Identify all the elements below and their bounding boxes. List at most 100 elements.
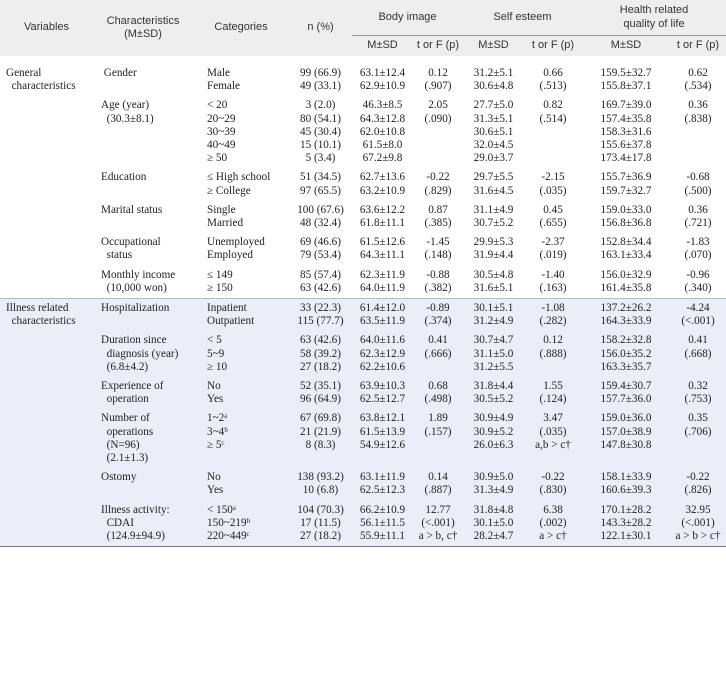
- row-categories: Unemployed Employed: [207, 236, 265, 262]
- row-self-esteem-test: -2.37 (.019): [539, 236, 567, 262]
- row-hrqol-test: 0.62 (.534): [684, 67, 712, 93]
- table-row-group: Monthly income (10,000 won) ≤ 149 ≥ 150 85…: [0, 266, 726, 299]
- row-hrqol-test: 0.41 (.668): [684, 334, 712, 360]
- row-hrqol-msd: 137.2±26.2 164.3±33.9: [582, 298, 670, 332]
- header-categories: Categories: [193, 0, 289, 56]
- row-body-image-msd: 63.8±12.1 61.5±13.9 54.9±12.6: [359, 412, 406, 451]
- table-row: Illness related characteristics Hospitali…: [0, 298, 726, 332]
- row-hrqol-msd: 159.0±33.0 156.8±36.8: [600, 203, 652, 230]
- header-variables: Variables: [0, 0, 93, 56]
- row-body-image-test: -0.89 (.374): [413, 298, 463, 332]
- row-categories: ≤ 149 ≥ 150: [207, 268, 233, 294]
- row-hrqol-msd: 170.1±28.2 143.3±28.2 122.1±30.1: [600, 503, 652, 543]
- row-self-esteem-test: 6.38 (.002) a > c†: [539, 503, 567, 543]
- row-characteristic: Gender: [101, 67, 137, 79]
- row-characteristic: Age (year) (30.3±8.1): [101, 99, 154, 125]
- table-row: Marital status Single Married 100 (67.6) 4…: [0, 201, 726, 233]
- row-n-percent: 67 (69.8) 21 (21.9) 8 (8.3): [299, 412, 341, 451]
- table-row-group: General characteristics Gender Male Femal…: [0, 56, 726, 96]
- section-label-empty: [0, 168, 93, 200]
- table-row: Occupational status Unemployed Employed 69…: [0, 233, 726, 265]
- row-categories: ≤ High school ≥ College: [207, 171, 271, 197]
- row-body-image-msd: 62.7±13.6 63.2±10.9: [359, 171, 406, 197]
- row-body-image-msd: 63.9±10.3 62.5±12.7: [359, 380, 406, 406]
- subheader-ql-tf: t or F (p): [670, 35, 726, 56]
- row-body-image-test: 2.05 (.090): [424, 99, 452, 125]
- row-self-esteem-msd: 29.9±5.3 31.9±4.4: [473, 236, 514, 262]
- table-row-group: Illness activity: CDAI (124.9±94.9) < 150…: [0, 500, 726, 547]
- row-categories: No Yes: [207, 471, 224, 497]
- row-n-percent: 100 (67.6) 48 (32.4): [297, 203, 344, 230]
- table-row-group: Experience of operation No Yes 52 (35.1) 9…: [0, 377, 726, 410]
- row-hrqol-msd: 158.1±33.9 160.6±39.3: [600, 471, 652, 497]
- row-hrqol-msd: 159.0±36.0 157.0±38.9 147.8±30.8: [600, 412, 652, 451]
- row-self-esteem-msd: 30.7±4.7 31.1±5.0 31.2±5.5: [473, 334, 514, 373]
- row-body-image-msd: 66.2±10.9 56.1±11.5 55.9±11.1: [359, 503, 406, 543]
- row-self-esteem-test: 3.47 (.035) a,b > c†: [535, 412, 571, 451]
- row-characteristic: Education: [101, 171, 147, 184]
- row-n-percent: 99 (66.9) 49 (33.1): [299, 67, 341, 93]
- row-categories: No Yes: [207, 380, 224, 406]
- section-label: General characteristics: [6, 67, 76, 93]
- section-label-empty: [0, 331, 93, 377]
- table-row-group: Number of operations (N=96) (2.1±1.3) 1~2…: [0, 409, 726, 469]
- row-body-image-msd: 63.6±12.2 61.8±11.1: [359, 203, 406, 230]
- row-self-esteem-msd: 30.9±4.9 30.9±5.2 26.0±6.3: [473, 412, 514, 451]
- header-n: n (%): [289, 0, 352, 56]
- results-table: Variables Characteristics (M±SD) Categor…: [0, 0, 726, 548]
- row-self-esteem-test: -2.15 (.035): [539, 171, 567, 197]
- row-characteristic: Hospitalization: [93, 298, 193, 332]
- row-self-esteem-test: 1.55 (.124): [539, 380, 567, 406]
- row-n-percent: 52 (35.1) 96 (64.9): [299, 380, 341, 406]
- section-label-empty: [0, 266, 93, 299]
- row-n-percent: 85 (57.4) 63 (42.6): [299, 268, 341, 294]
- header-hrqol: Health related quality of life: [582, 0, 726, 36]
- row-n-percent: 138 (93.2) 10 (6.8): [297, 471, 344, 497]
- table-row-group: Illness related characteristics Hospitali…: [0, 298, 726, 332]
- row-characteristic: Illness activity: CDAI (124.9±94.9): [101, 503, 170, 543]
- row-n-percent: 63 (42.6) 58 (39.2) 27 (18.2): [299, 334, 341, 373]
- row-categories: Male Female: [207, 67, 240, 93]
- row-self-esteem-test: 0.82 (.514): [539, 99, 567, 125]
- table-row: General characteristics Gender Male Femal…: [0, 56, 726, 96]
- row-body-image-msd: 61.4±12.0 63.5±11.9: [352, 298, 413, 332]
- row-categories: < 150ᵃ 150~219ᵇ 220~449ᶜ: [207, 503, 251, 543]
- section-label: Illness related characteristics: [0, 298, 93, 332]
- header-characteristics: Characteristics (M±SD): [93, 0, 193, 56]
- row-body-image-msd: 63.1±12.4 62.9±10.9: [359, 67, 406, 93]
- table-row: Number of operations (N=96) (2.1±1.3) 1~2…: [0, 409, 726, 468]
- row-hrqol-test: 0.36 (.721): [684, 203, 712, 230]
- row-body-image-test: -1.45 (.148): [424, 236, 452, 262]
- row-categories: < 20 20~29 30~39 40~49 ≥ 50: [207, 99, 236, 165]
- row-body-image-test: 1.89 (.157): [424, 412, 452, 438]
- row-hrqol-msd: 159.4±30.7 157.7±36.0: [600, 380, 652, 406]
- row-body-image-msd: 64.0±11.6 62.3±12.9 62.2±10.6: [359, 334, 406, 373]
- row-characteristic: Experience of operation: [101, 380, 164, 406]
- row-hrqol-msd: 156.0±32.9 161.4±35.8: [600, 268, 652, 294]
- row-body-image-test: -0.88 (.382): [424, 268, 452, 294]
- table-row-group: Occupational status Unemployed Employed 69…: [0, 233, 726, 265]
- row-self-esteem-msd: 29.7±5.5 31.6±4.5: [473, 171, 514, 197]
- row-self-esteem-test: 0.12 (.888): [539, 334, 567, 360]
- subheader-bi-msd: M±SD: [352, 35, 413, 56]
- subheader-ql-msd: M±SD: [582, 35, 670, 56]
- row-self-esteem-msd: 31.1±4.9 30.7±5.2: [473, 203, 514, 230]
- section-label-empty: [0, 409, 93, 468]
- header-self-esteem: Self esteem: [463, 0, 582, 36]
- row-self-esteem-msd: 27.7±5.0 31.3±5.1 30.6±5.1 32.0±4.5 29.0…: [473, 99, 514, 165]
- table-row: Education ≤ High school ≥ College 51 (34.5…: [0, 168, 726, 200]
- row-hrqol-test: 0.35 (.706): [684, 412, 712, 438]
- row-self-esteem-test: 0.66 (.513): [539, 67, 567, 93]
- row-hrqol-msd: 159.5±32.7 155.8±37.1: [600, 67, 652, 93]
- table-row: Monthly income (10,000 won) ≤ 149 ≥ 150 85…: [0, 266, 726, 299]
- row-self-esteem-msd: 30.5±4.8 31.6±5.1: [473, 268, 514, 294]
- row-characteristic: Marital status: [101, 203, 163, 216]
- row-hrqol-msd: 152.8±34.4 163.1±33.4: [600, 236, 652, 262]
- row-body-image-msd: 63.1±11.9 62.5±12.3: [359, 471, 406, 497]
- row-n-percent: 33 (22.3) 115 (77.7): [289, 298, 352, 332]
- row-characteristic: Monthly income (10,000 won): [101, 268, 176, 294]
- row-body-image-test: 0.14 (.887): [424, 471, 452, 497]
- subheader-se-tf: t or F (p): [524, 35, 582, 56]
- table-row-group: Education ≤ High school ≥ College 51 (34.5…: [0, 168, 726, 200]
- row-hrqol-msd: 169.7±39.0 157.4±35.8 158.3±31.6 155.6±3…: [600, 99, 652, 165]
